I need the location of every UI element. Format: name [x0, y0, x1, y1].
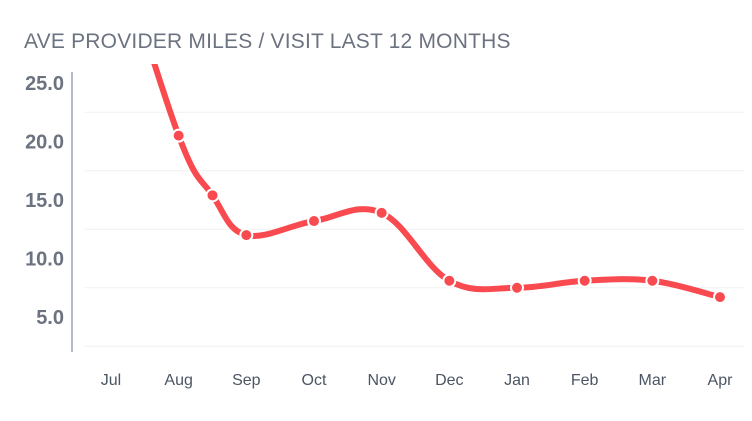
data-point — [577, 273, 592, 288]
data-point — [442, 273, 457, 288]
data-point — [510, 280, 524, 295]
x-tick-label: Feb — [571, 372, 599, 389]
data-point — [239, 228, 254, 243]
data-point — [713, 290, 727, 305]
x-tick-label: Oct — [302, 372, 327, 389]
x-tick-label: Nov — [367, 372, 395, 389]
y-tick-label: 5.0 — [36, 307, 64, 329]
y-tick-label: 15.0 — [25, 190, 64, 212]
data-point — [307, 214, 321, 229]
data-points — [171, 128, 727, 305]
x-tick-label: Mar — [639, 372, 667, 389]
gridlines — [85, 111, 745, 347]
data-point — [171, 128, 186, 143]
y-tick-label: 20.0 — [25, 132, 64, 154]
data-point — [205, 188, 220, 203]
y-tick-label: 25.0 — [25, 73, 64, 95]
x-tick-label: Jan — [504, 372, 530, 389]
data-point — [645, 273, 660, 288]
data-point — [374, 205, 389, 220]
y-tick-label: 10.0 — [25, 249, 64, 271]
x-tick-labels: Jul Aug Sep Oct Nov Dec Jan Feb Mar Apr — [101, 372, 733, 389]
x-tick-label: Dec — [435, 372, 463, 389]
chart-title: AVE PROVIDER MILES / VISIT LAST 12 MONTH… — [24, 30, 511, 53]
series-line — [151, 64, 723, 301]
x-tick-label: Apr — [708, 372, 734, 389]
x-tick-label: Sep — [232, 372, 261, 389]
y-tick-labels: 5.0 10.0 15.0 20.0 25.0 — [25, 73, 64, 329]
x-tick-label: Jul — [101, 372, 121, 389]
x-tick-label: Aug — [164, 372, 192, 389]
